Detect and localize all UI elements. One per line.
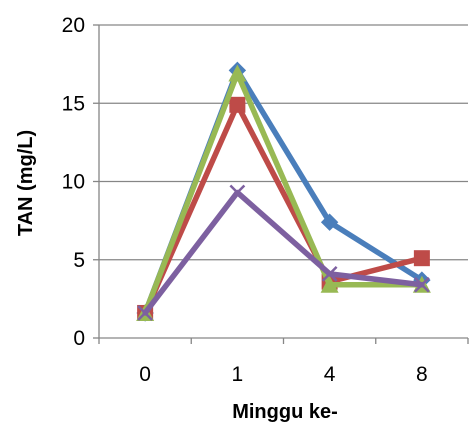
series-1-point-4 [320, 213, 339, 231]
series-group [136, 61, 431, 322]
x-tick-label-1: 1 [232, 363, 244, 386]
series-3-point-4 [320, 275, 339, 293]
series-4-point-8 [413, 276, 430, 293]
series-3-line [142, 70, 425, 316]
series-4-point-1 [229, 184, 246, 201]
series-4-point-0 [137, 305, 154, 321]
series-4-point-4 [321, 265, 338, 282]
y-tick-label-0: 0 [73, 327, 85, 350]
series-4-line [142, 189, 425, 316]
x-tick-label-0: 0 [139, 363, 151, 386]
axes [93, 24, 469, 344]
series-2-line [142, 102, 425, 316]
x-tick-label-8: 8 [416, 363, 428, 386]
series-3-point-1 [228, 64, 247, 82]
series-2-point-8 [413, 250, 430, 267]
x-axis-title: Minggu ke- [232, 401, 338, 423]
series-2-point-1 [229, 96, 246, 113]
y-tick-label-20: 20 [62, 14, 85, 37]
series-4 [137, 184, 430, 321]
y-tick-label-15: 15 [62, 92, 85, 115]
y-tick-label-5: 5 [73, 249, 85, 272]
tick-labels: 0 5 10 15 20 0 1 4 8 [62, 14, 428, 386]
x-tick-label-4: 4 [324, 363, 336, 386]
y-axis-title: TAN (mg/L) [15, 130, 37, 236]
y-tick-label-10: 10 [62, 171, 85, 194]
